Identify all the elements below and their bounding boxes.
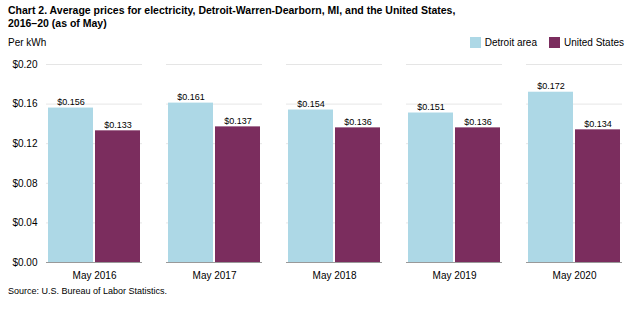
svg-text:$0.16: $0.16: [12, 98, 37, 109]
svg-text:$0.133: $0.133: [104, 120, 132, 130]
svg-text:May 2020: May 2020: [553, 270, 597, 281]
html-text:Source: U.S. Bureau of Labor S: Source: U.S. Bureau of Labor Statistics.: [8, 286, 168, 296]
svg-text:$0.20: $0.20: [12, 59, 37, 70]
svg-text:$0.00: $0.00: [12, 257, 37, 268]
svg-text:May 2019: May 2019: [433, 270, 477, 281]
svg-text:$0.161: $0.161: [177, 92, 205, 102]
svg-text:May 2018: May 2018: [313, 270, 357, 281]
svg-text:$0.04: $0.04: [12, 217, 37, 228]
svg-text:$0.156: $0.156: [57, 97, 85, 107]
svg-text:$0.08: $0.08: [12, 178, 37, 189]
svg-text:May 2016: May 2016: [73, 270, 117, 281]
svg-text:May 2017: May 2017: [193, 270, 237, 281]
svg-text:$0.154: $0.154: [297, 99, 325, 109]
svg-text:$0.172: $0.172: [537, 81, 565, 91]
html-text:Per kWh: Per kWh: [8, 36, 47, 48]
svg-text:$0.136: $0.136: [344, 117, 372, 127]
html-text:Detroit area: Detroit area: [484, 36, 537, 48]
html-text:Chart 2. Average prices for el: Chart 2. Average prices for electricity,…: [8, 4, 456, 29]
html-text:United States: United States: [564, 36, 624, 48]
svg-text:$0.137: $0.137: [224, 116, 252, 126]
svg-text:$0.134: $0.134: [584, 119, 612, 129]
svg-text:$0.151: $0.151: [417, 102, 445, 112]
svg-text:$0.12: $0.12: [12, 138, 37, 149]
svg-text:$0.136: $0.136: [464, 117, 492, 127]
